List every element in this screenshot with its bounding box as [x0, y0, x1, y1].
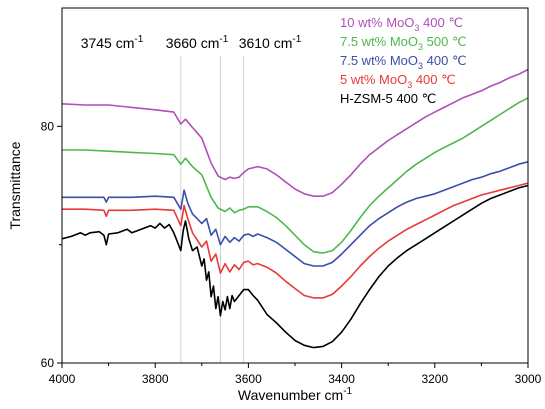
legend-entry-0: 10 wt% MoO3 400 ℃ [340, 15, 463, 33]
y-tick-label-1: 80 [41, 119, 55, 133]
series-line-1 [62, 97, 529, 254]
annotation-label-0: 3745 cm-1 [81, 34, 144, 51]
legend-entry-4: H-ZSM-5 400 ℃ [340, 91, 436, 106]
x-tick-label-4: 3200 [421, 372, 448, 386]
legend-entry-3: 5 wt% MoO3 400 ℃ [340, 72, 456, 90]
y-axis: 60 80 [41, 119, 62, 370]
series-lines [61, 68, 529, 349]
x-axis-title-superscript: -1 [343, 386, 352, 397]
series-line-0 [61, 68, 529, 197]
x-tick-label-5: 3000 [515, 372, 542, 386]
annotation-label-1: 3660 cm-1 [166, 34, 229, 51]
y-tick-label-0: 60 [41, 356, 55, 370]
x-axis-title: Wavenumber cm-1 [238, 386, 353, 403]
legend-entry-2: 7.5 wt% MoO3 400 ℃ [340, 53, 467, 71]
series-line-4 [61, 184, 529, 349]
annotation-labels: 3745 cm-1 3660 cm-1 3610 cm-1 [81, 34, 302, 51]
annotation-label-2: 3610 cm-1 [239, 34, 302, 51]
y-axis-title: Transmittance [7, 141, 23, 229]
legend-entry-1: 7.5 wt% MoO3 500 ℃ [340, 34, 467, 52]
x-tick-label-2: 3600 [235, 372, 262, 386]
x-tick-label-3: 3400 [328, 372, 355, 386]
series-line-3 [62, 182, 529, 299]
x-axis: 4000 3800 3600 3400 3200 3000 [49, 363, 542, 386]
legend: 10 wt% MoO3 400 ℃7.5 wt% MoO3 500 ℃7.5 w… [340, 15, 467, 106]
x-tick-label-0: 4000 [49, 372, 76, 386]
x-axis-title-text: Wavenumber cm [238, 387, 343, 403]
series-line-2 [62, 161, 529, 267]
x-tick-label-1: 3800 [142, 372, 169, 386]
